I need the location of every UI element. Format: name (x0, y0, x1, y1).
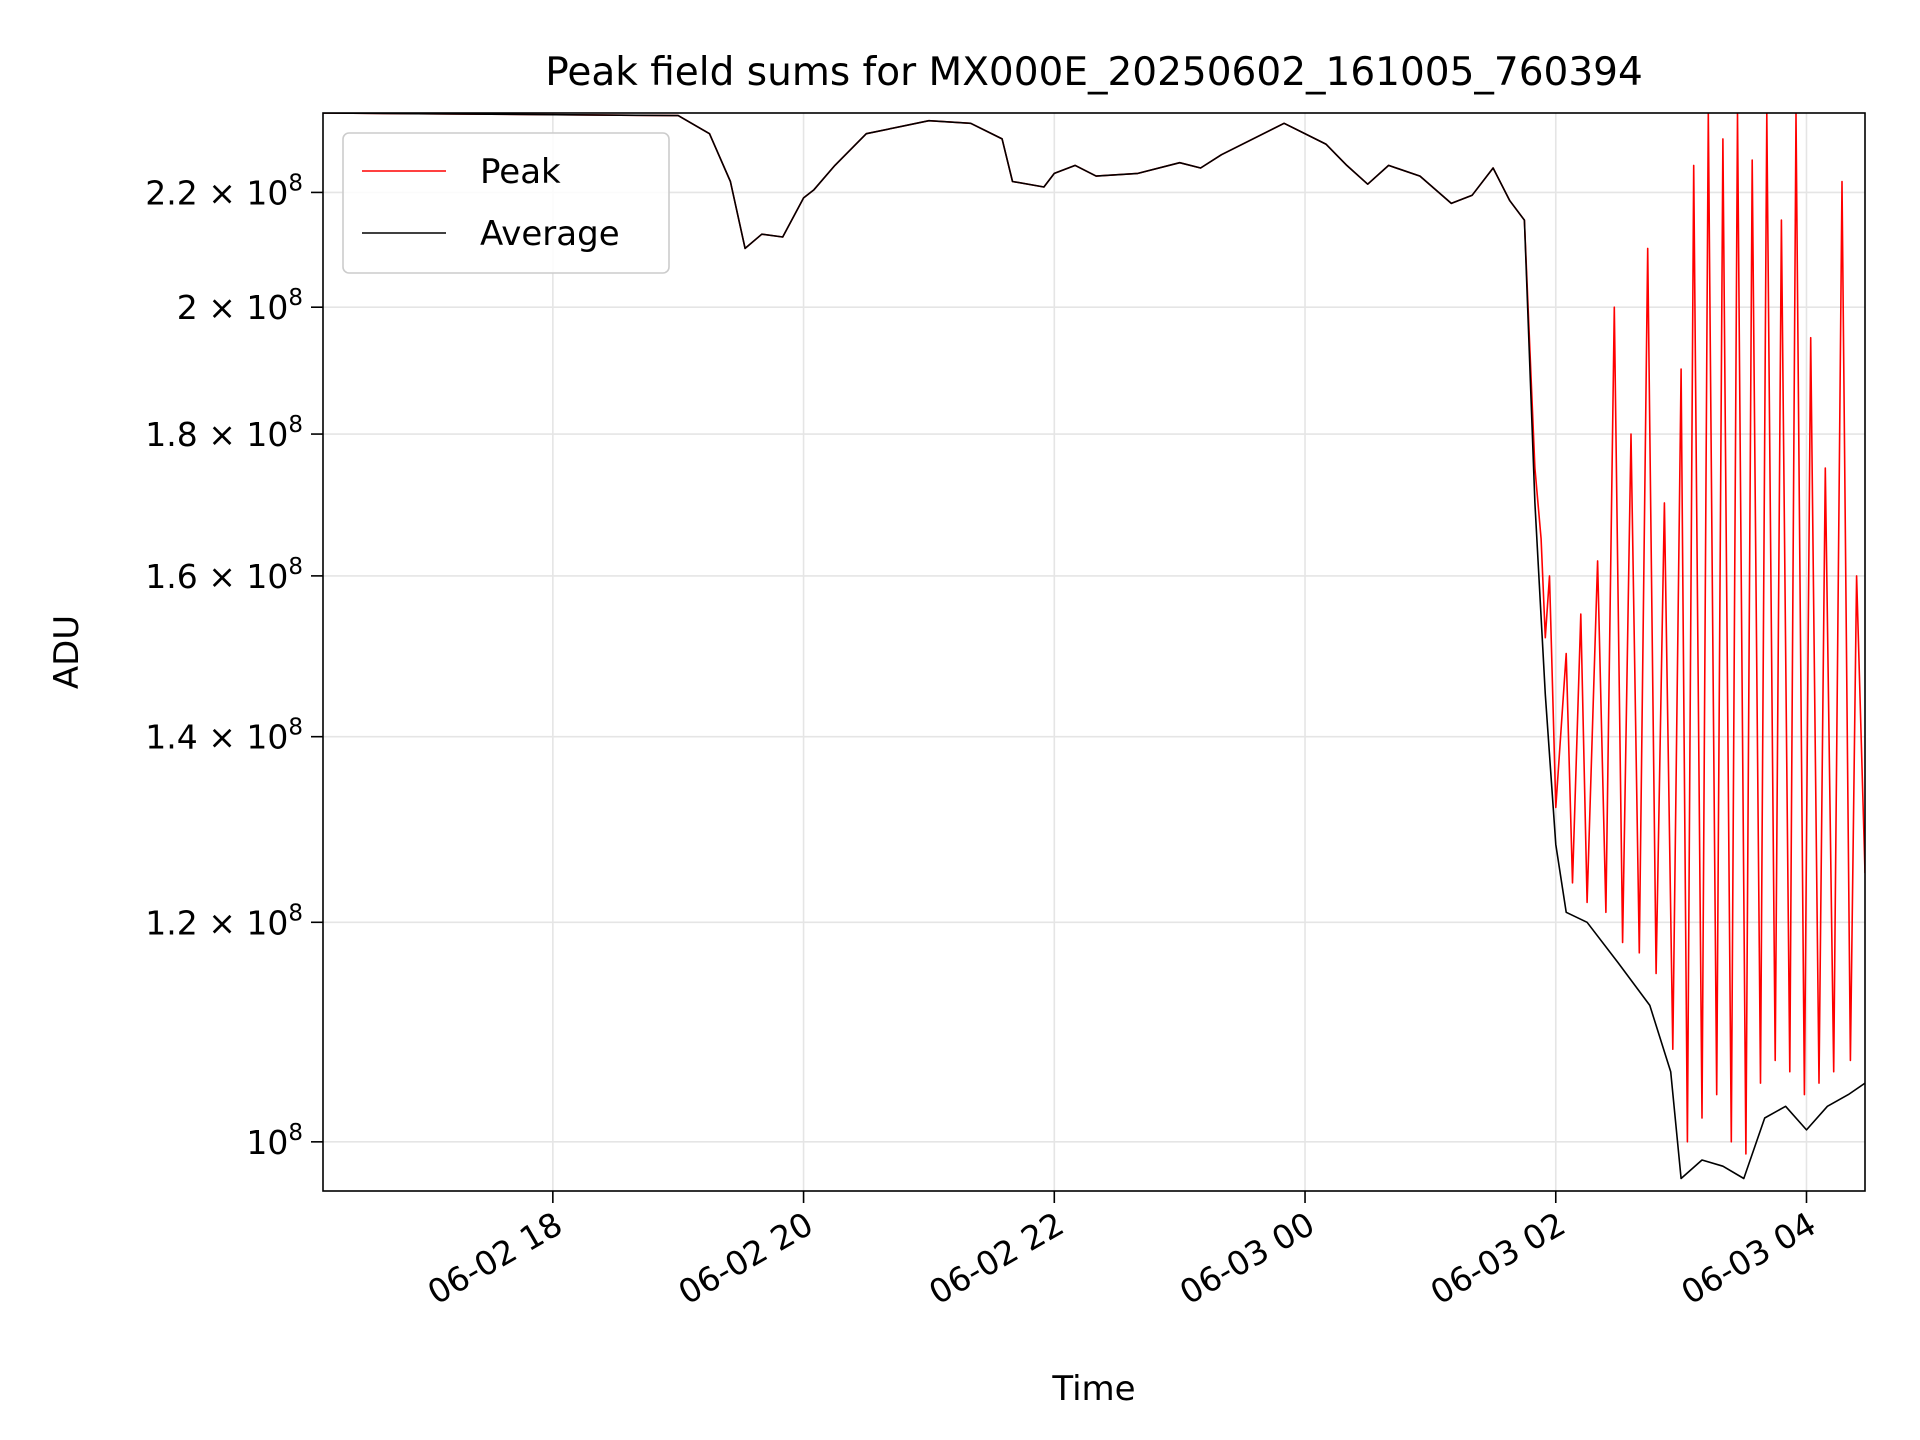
legend-label-average: Average (480, 214, 620, 254)
y-tick-label: 1.2 × 108 (145, 900, 303, 942)
y-axis-label: ADU (47, 615, 87, 689)
x-axis-label: Time (1051, 1369, 1135, 1409)
y-tick-label: 2.2 × 108 (145, 170, 303, 212)
gridlines (323, 113, 1865, 1191)
plot-frame (322, 112, 1866, 1192)
y-tick-label: 1.8 × 108 (145, 412, 303, 454)
legend-box (342, 132, 670, 274)
series-line-average (323, 113, 1865, 1180)
chart-title: Peak field sums for MX000E_20250602_1610… (545, 50, 1643, 95)
series-layer (323, 113, 1865, 1180)
legend: Peak Average (342, 132, 670, 274)
y-tick-label: 2 × 108 (177, 285, 303, 327)
y-tick-label: 1.6 × 108 (145, 554, 303, 596)
y-tick-label: 1.4 × 108 (145, 715, 303, 757)
y-axis-ticks: 108 1.2 × 108 1.4 × 108 1.6 × 108 1.8 × 108 2… (145, 170, 323, 1162)
legend-label-peak: Peak (480, 152, 561, 192)
y-tick-label: 108 (246, 1120, 303, 1162)
